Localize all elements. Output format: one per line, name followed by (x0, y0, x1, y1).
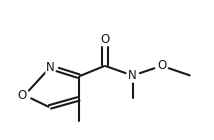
Text: O: O (100, 33, 110, 46)
Text: O: O (157, 59, 166, 72)
Text: N: N (46, 61, 55, 74)
Text: N: N (128, 69, 137, 82)
Text: O: O (18, 89, 27, 102)
